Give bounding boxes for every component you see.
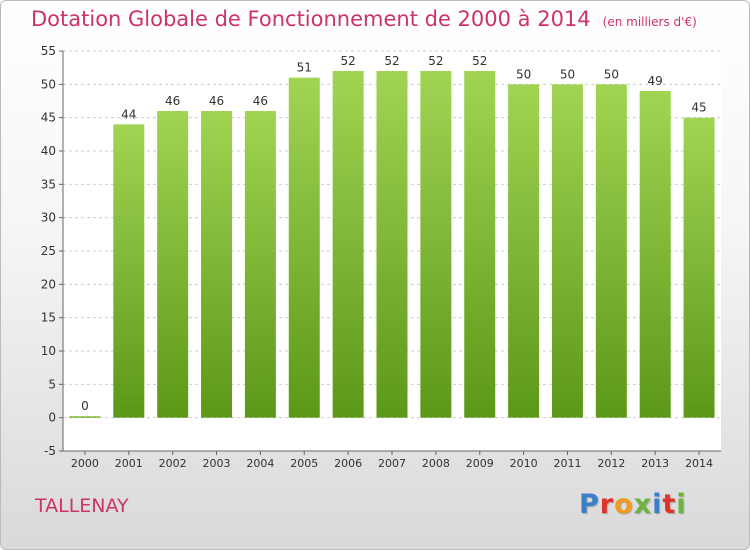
y-tick-label: 10	[41, 344, 56, 358]
bar-value-label: 52	[472, 54, 487, 68]
bar	[157, 111, 189, 418]
bar	[508, 84, 540, 418]
bar	[376, 71, 408, 418]
commune-name: TALLENAY	[35, 495, 129, 517]
y-tick-label: 45	[41, 111, 56, 125]
bar	[551, 84, 583, 418]
bar-value-label: 45	[691, 101, 706, 115]
y-tick-label: 55	[41, 44, 56, 58]
chart-unit-label: (en milliers d'€)	[602, 15, 697, 29]
bar	[420, 71, 452, 418]
y-tick-label: 50	[41, 77, 56, 91]
proxiti-logo: Proxiti	[579, 489, 687, 520]
x-tick-label: 2010	[510, 457, 538, 470]
bar	[639, 91, 671, 418]
y-tick-label: 20	[41, 277, 56, 291]
x-tick-label: 2004	[246, 457, 274, 470]
bar-value-label: 51	[297, 61, 312, 75]
y-tick-label: 30	[41, 211, 56, 225]
x-tick-label: 2002	[159, 457, 187, 470]
bar	[288, 77, 320, 418]
bar	[595, 84, 627, 418]
x-tick-label: 2005	[290, 457, 318, 470]
bar-value-label: 49	[648, 74, 663, 88]
x-tick-label: 2013	[641, 457, 669, 470]
bar-value-label: 52	[428, 54, 443, 68]
x-tick-label: 2014	[685, 457, 713, 470]
y-tick-label: -5	[44, 444, 56, 458]
bar	[332, 71, 364, 418]
y-tick-label: 5	[48, 377, 56, 391]
bar-value-label: 50	[516, 67, 531, 81]
bar-value-label: 46	[209, 94, 224, 108]
x-tick-label: 2000	[71, 457, 99, 470]
bar	[244, 111, 276, 418]
x-tick-label: 2009	[466, 457, 494, 470]
y-tick-label: 15	[41, 311, 56, 325]
x-tick-label: 2006	[334, 457, 362, 470]
bar-value-label: 50	[604, 67, 619, 81]
bar-value-label: 50	[560, 67, 575, 81]
x-tick-label: 2008	[422, 457, 450, 470]
y-tick-label: 35	[41, 177, 56, 191]
bar-value-label: 52	[384, 54, 399, 68]
bar	[683, 117, 715, 418]
y-tick-label: 25	[41, 244, 56, 258]
logo-letter: r	[599, 489, 615, 520]
bar	[113, 124, 145, 418]
logo-letter: P	[579, 489, 600, 520]
bar	[464, 71, 496, 418]
bar-value-label: 44	[121, 107, 136, 121]
x-tick-label: 2012	[597, 457, 625, 470]
x-tick-label: 2001	[115, 457, 143, 470]
bar-value-label: 46	[165, 94, 180, 108]
logo-letter: i	[676, 489, 687, 520]
logo-letter: x	[633, 489, 653, 520]
logo-letter: o	[614, 489, 634, 520]
y-tick-label: 0	[48, 411, 56, 425]
bar-value-label: 0	[81, 399, 89, 413]
x-tick-label: 2003	[203, 457, 231, 470]
x-tick-label: 2007	[378, 457, 406, 470]
x-tick-label: 2011	[553, 457, 581, 470]
logo-letter: t	[662, 489, 677, 520]
bar-value-label: 52	[340, 54, 355, 68]
bar-value-label: 46	[253, 94, 268, 108]
bar	[201, 111, 233, 418]
bar	[69, 416, 101, 418]
logo-letter: i	[652, 489, 663, 520]
y-tick-label: 40	[41, 144, 56, 158]
chart-title: Dotation Globale de Fonctionnement de 20…	[31, 7, 697, 31]
chart-title-text: Dotation Globale de Fonctionnement de 20…	[31, 7, 591, 31]
